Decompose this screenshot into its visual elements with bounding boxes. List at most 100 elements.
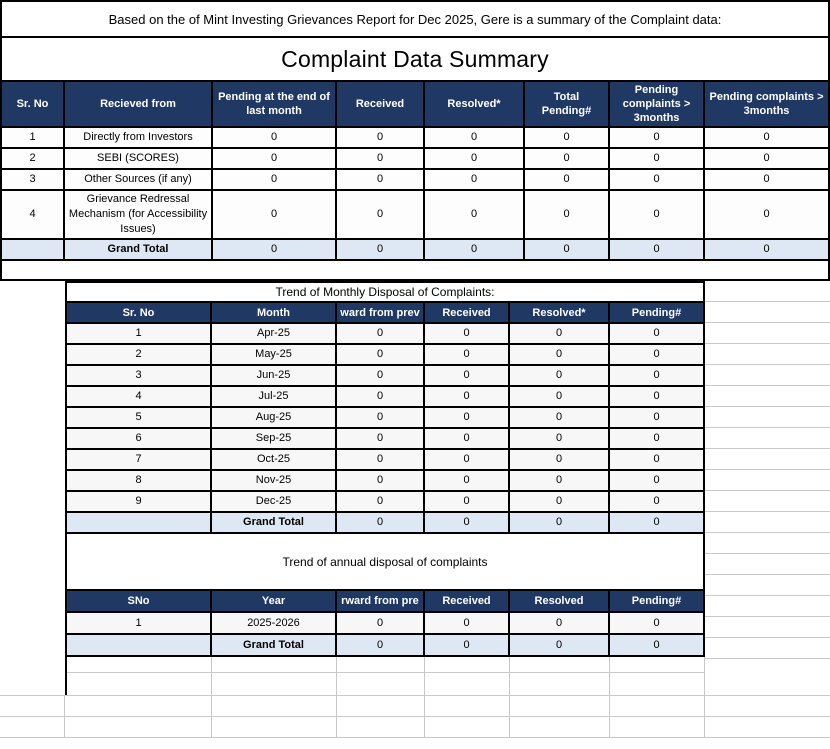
table-cell[interactable]: 0 bbox=[337, 240, 425, 259]
table-cell[interactable]: 0 bbox=[337, 613, 425, 633]
header-cell[interactable]: Month bbox=[212, 303, 337, 322]
table-cell[interactable]: 0 bbox=[425, 429, 510, 448]
table-cell[interactable]: 2 bbox=[67, 345, 212, 364]
table-cell[interactable]: 0 bbox=[337, 324, 425, 343]
table-cell[interactable]: 0 bbox=[510, 513, 610, 532]
table-cell[interactable]: 0 bbox=[510, 613, 610, 633]
table-cell[interactable]: 0 bbox=[425, 471, 510, 490]
table-cell[interactable]: 0 bbox=[610, 345, 703, 364]
table-cell[interactable]: 0 bbox=[425, 513, 510, 532]
table-cell[interactable]: 0 bbox=[425, 149, 525, 168]
table-cell[interactable]: 0 bbox=[610, 513, 703, 532]
table-cell[interactable]: 0 bbox=[510, 471, 610, 490]
table-cell[interactable]: 1 bbox=[67, 324, 212, 343]
table-cell[interactable]: 1 bbox=[67, 613, 212, 633]
table-cell[interactable]: 0 bbox=[425, 613, 510, 633]
header-cell[interactable]: Sr. No bbox=[67, 303, 212, 322]
table-cell[interactable]: 0 bbox=[213, 149, 337, 168]
table-cell[interactable]: Nov-25 bbox=[212, 471, 337, 490]
table-cell[interactable]: 0 bbox=[337, 387, 425, 406]
table-cell[interactable]: 0 bbox=[213, 170, 337, 189]
table-cell[interactable]: 0 bbox=[610, 240, 705, 259]
table-cell[interactable]: 0 bbox=[510, 408, 610, 427]
table-cell[interactable]: 0 bbox=[425, 635, 510, 655]
header-cell[interactable]: Resolved* bbox=[510, 303, 610, 322]
table-cell[interactable]: 0 bbox=[510, 366, 610, 385]
table-cell[interactable]: 0 bbox=[510, 635, 610, 655]
table-cell[interactable] bbox=[2, 240, 65, 259]
table-cell[interactable]: Grievance Redressal Mechanism (for Acces… bbox=[65, 191, 213, 238]
table-cell[interactable]: 0 bbox=[610, 387, 703, 406]
table-cell[interactable]: Other Sources (if any) bbox=[65, 170, 213, 189]
table-cell[interactable]: 4 bbox=[2, 191, 65, 238]
header-cell[interactable]: Recieved from bbox=[65, 82, 213, 126]
header-cell[interactable]: ward from prev bbox=[337, 303, 425, 322]
table-cell[interactable]: 0 bbox=[510, 324, 610, 343]
table-cell[interactable]: 0 bbox=[213, 128, 337, 147]
table-cell[interactable]: 3 bbox=[67, 366, 212, 385]
table-cell[interactable]: 0 bbox=[337, 191, 425, 238]
table-cell[interactable]: 0 bbox=[510, 345, 610, 364]
table-cell[interactable]: 4 bbox=[67, 387, 212, 406]
table-cell[interactable]: Oct-25 bbox=[212, 450, 337, 469]
table-cell[interactable]: 0 bbox=[610, 613, 703, 633]
table-cell[interactable]: 0 bbox=[425, 492, 510, 511]
table-cell[interactable]: 0 bbox=[510, 387, 610, 406]
table-cell[interactable]: 0 bbox=[425, 366, 510, 385]
table-cell[interactable]: 0 bbox=[337, 170, 425, 189]
table-cell[interactable]: 0 bbox=[610, 366, 703, 385]
table-cell[interactable]: 0 bbox=[425, 345, 510, 364]
table-cell[interactable]: 0 bbox=[525, 191, 610, 238]
table-cell[interactable]: 0 bbox=[337, 513, 425, 532]
table-cell[interactable]: Dec-25 bbox=[212, 492, 337, 511]
table-cell[interactable]: 0 bbox=[610, 149, 705, 168]
table-cell[interactable]: 0 bbox=[610, 191, 705, 238]
table-cell[interactable]: 0 bbox=[337, 345, 425, 364]
header-cell[interactable]: Pending# bbox=[610, 303, 703, 322]
table-cell[interactable]: Grand Total bbox=[212, 635, 337, 655]
header-cell[interactable]: SNo bbox=[67, 591, 212, 611]
header-cell[interactable]: rward from pre bbox=[337, 591, 425, 611]
table-cell[interactable]: 0 bbox=[510, 450, 610, 469]
table-cell[interactable]: 0 bbox=[525, 170, 610, 189]
table-cell[interactable]: Grand Total bbox=[65, 240, 213, 259]
header-cell[interactable]: Resolved* bbox=[425, 82, 525, 126]
table-cell[interactable]: 0 bbox=[425, 324, 510, 343]
table-cell[interactable] bbox=[67, 513, 212, 532]
table-cell[interactable]: 0 bbox=[610, 471, 703, 490]
table-cell[interactable]: 0 bbox=[525, 149, 610, 168]
header-cell[interactable]: Year bbox=[212, 591, 337, 611]
table-cell[interactable]: Jun-25 bbox=[212, 366, 337, 385]
header-cell[interactable]: Sr. No bbox=[2, 82, 65, 126]
table-cell[interactable]: Aug-25 bbox=[212, 408, 337, 427]
table-cell[interactable]: 0 bbox=[425, 387, 510, 406]
table-cell[interactable]: Sep-25 bbox=[212, 429, 337, 448]
table-cell[interactable]: 0 bbox=[610, 429, 703, 448]
table-cell[interactable]: 0 bbox=[337, 635, 425, 655]
table-cell[interactable]: 2025-2026 bbox=[212, 613, 337, 633]
table-cell[interactable]: 0 bbox=[213, 191, 337, 238]
table-cell[interactable]: 0 bbox=[705, 128, 828, 147]
table-cell[interactable]: 0 bbox=[610, 492, 703, 511]
table-cell[interactable]: 0 bbox=[705, 149, 828, 168]
table-cell[interactable]: Jul-25 bbox=[212, 387, 337, 406]
table-cell[interactable]: 0 bbox=[425, 170, 525, 189]
table-cell[interactable]: 0 bbox=[337, 492, 425, 511]
table-cell[interactable]: 0 bbox=[425, 408, 510, 427]
table-cell[interactable]: 0 bbox=[610, 170, 705, 189]
table-cell[interactable]: Directly from Investors bbox=[65, 128, 213, 147]
header-cell[interactable]: Pending# bbox=[610, 591, 703, 611]
table-cell[interactable]: 0 bbox=[610, 635, 703, 655]
table-cell[interactable]: 5 bbox=[67, 408, 212, 427]
table-cell[interactable]: 0 bbox=[610, 324, 703, 343]
table-cell[interactable]: 0 bbox=[610, 408, 703, 427]
table-cell[interactable]: 0 bbox=[213, 240, 337, 259]
table-cell[interactable]: 0 bbox=[510, 429, 610, 448]
table-cell[interactable]: 9 bbox=[67, 492, 212, 511]
table-cell[interactable]: 0 bbox=[337, 429, 425, 448]
table-cell[interactable]: Grand Total bbox=[212, 513, 337, 532]
table-cell[interactable]: 2 bbox=[2, 149, 65, 168]
header-cell[interactable]: Received bbox=[425, 303, 510, 322]
header-cell[interactable]: Received bbox=[425, 591, 510, 611]
table-cell[interactable]: 1 bbox=[2, 128, 65, 147]
